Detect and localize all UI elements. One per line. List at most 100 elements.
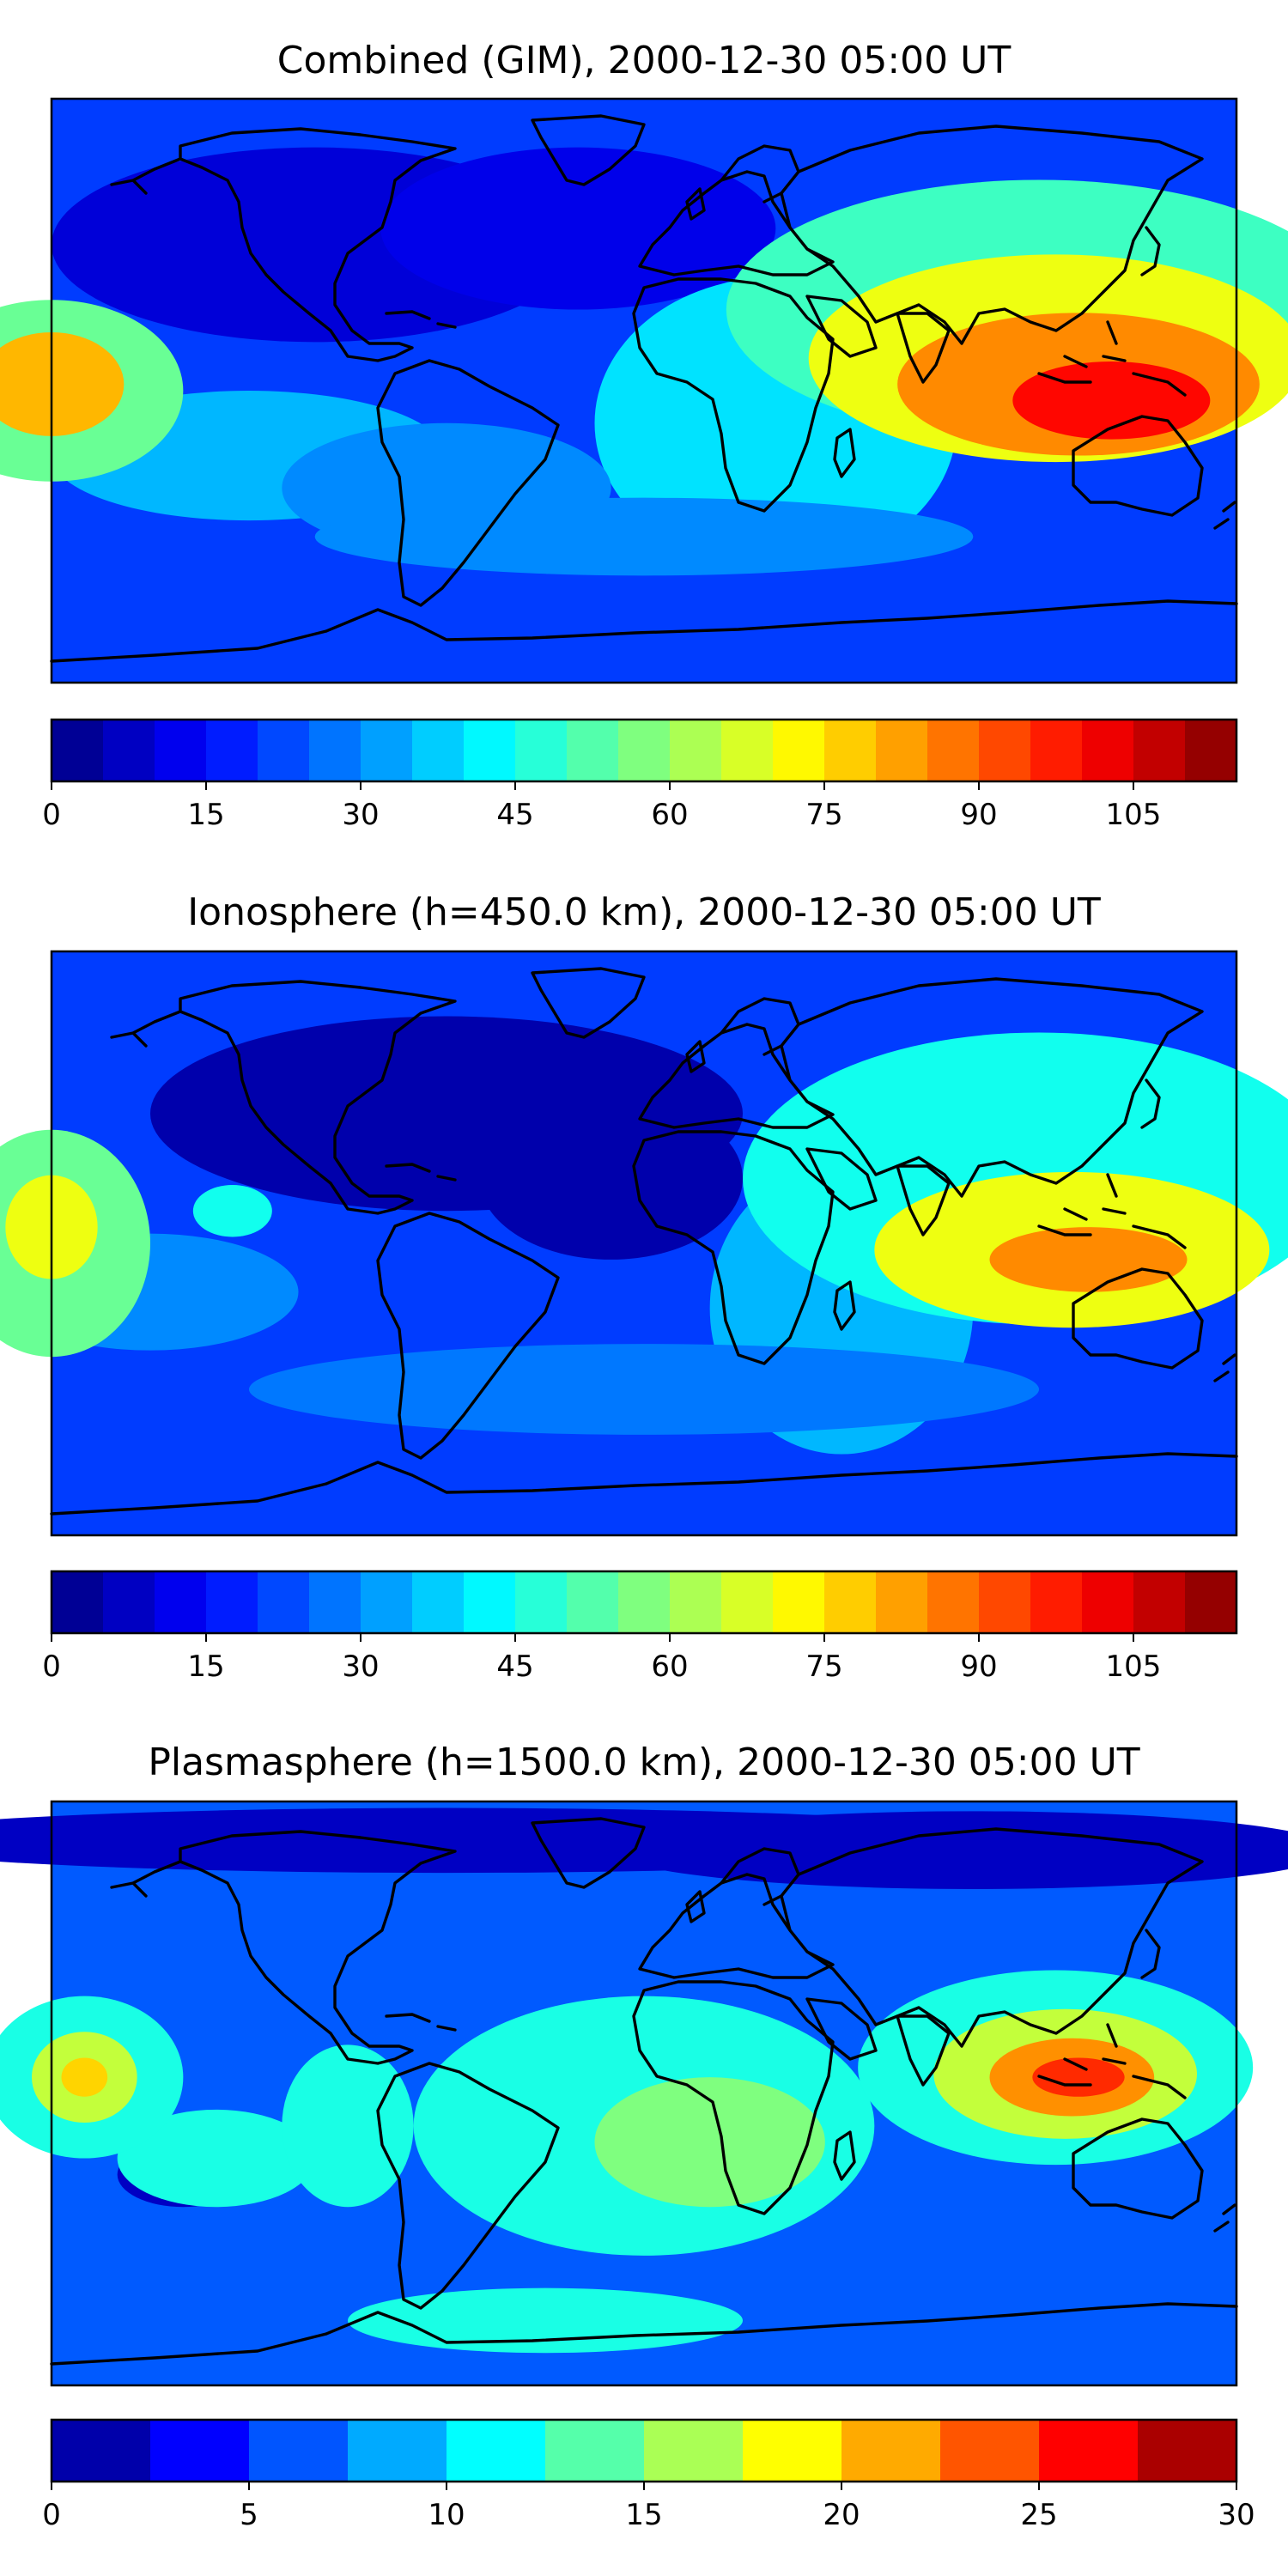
- colorbar-bin: [447, 2420, 546, 2482]
- colorbar-tick-label: 105: [1106, 798, 1162, 832]
- colorbar-bin: [841, 2420, 941, 2482]
- panel-combined: Combined (GIM), 2000-12-30 05:00 UT 0 15 3…: [0, 39, 1288, 832]
- map-area: [0, 97, 1288, 684]
- colorbar-bin: [876, 1571, 928, 1633]
- colorbar-tick-label: 15: [187, 1649, 224, 1684]
- colorbar-tick-label: 105: [1106, 1649, 1162, 1684]
- colorbar-tick-label: 30: [1218, 2498, 1255, 2532]
- tec-contour: [249, 1344, 1039, 1435]
- colorbar-bin: [52, 2420, 151, 2482]
- colorbar-bin: [206, 1571, 258, 1633]
- map-area: [0, 950, 1288, 1537]
- colorbar-tick-label: 10: [428, 2498, 465, 2532]
- colorbar-bin: [743, 2420, 842, 2482]
- colorbar-tick-label: 45: [496, 1649, 533, 1684]
- colorbar-bin: [876, 720, 928, 781]
- colorbar-bin: [361, 1571, 413, 1633]
- colorbar-tick-label: 90: [960, 798, 997, 832]
- colorbar-bin: [309, 1571, 361, 1633]
- colorbar-bin: [1039, 2420, 1139, 2482]
- colorbar-bin: [1133, 720, 1186, 781]
- colorbar-bin: [1138, 2420, 1237, 2482]
- colorbar-tick-label: 60: [651, 1649, 688, 1684]
- colorbar-bin: [824, 720, 877, 781]
- colorbar-tick-label: 75: [805, 1649, 842, 1684]
- colorbar-bin: [150, 2420, 250, 2482]
- map-frame: [50, 1800, 1238, 2387]
- colorbar-bin: [1133, 1571, 1186, 1633]
- colorbar-bin: [721, 1571, 774, 1633]
- colorbar-bin: [52, 1571, 104, 1633]
- colorbar-bin: [979, 1571, 1031, 1633]
- colorbar-bin: [618, 1571, 671, 1633]
- colorbar-bin: [103, 1571, 155, 1633]
- colorbar-tick-label: 90: [960, 1649, 997, 1684]
- tec-field: [0, 1016, 1288, 1455]
- colorbar-bin: [1030, 1571, 1083, 1633]
- colorbar-bin: [258, 720, 310, 781]
- map-title: Plasmasphere (h=1500.0 km), 2000-12-30 0…: [148, 1741, 1139, 1784]
- colorbar-bin: [1030, 720, 1083, 781]
- colorbar-bin: [1082, 720, 1134, 781]
- colorbar: 0 5 10 15 20 25 30: [42, 2418, 1255, 2532]
- colorbar: 0 15 30 45 60 75 90 105: [42, 718, 1238, 832]
- colorbar-bin: [567, 1571, 619, 1633]
- colorbar-bin: [515, 720, 568, 781]
- tec-contour: [61, 2057, 108, 2097]
- colorbar-bin: [206, 720, 258, 781]
- colorbar-tick-label: 0: [42, 2498, 61, 2532]
- colorbar-bin: [258, 1571, 310, 1633]
- tec-contour: [479, 1097, 743, 1260]
- colorbar-tick-label: 45: [496, 798, 533, 832]
- map-frame: [50, 950, 1238, 1537]
- colorbar-tick-label: 30: [342, 1649, 379, 1684]
- colorbar-bin: [155, 1571, 207, 1633]
- colorbar-tick-label: 5: [240, 2498, 258, 2532]
- map-title: Ionosphere (h=450.0 km), 2000-12-30 05:0…: [187, 890, 1101, 934]
- colorbar-bin: [1082, 1571, 1134, 1633]
- colorbar-tick-label: 75: [805, 798, 842, 832]
- colorbar-frame: [50, 718, 1238, 783]
- colorbar-bin: [361, 720, 413, 781]
- panel-plasmasphere: Plasmasphere (h=1500.0 km), 2000-12-30 0…: [0, 1741, 1288, 2532]
- colorbar-bin: [979, 720, 1031, 781]
- colorbar-bin: [464, 1571, 516, 1633]
- colorbar-bin: [348, 2420, 447, 2482]
- colorbar-bin: [249, 2420, 349, 2482]
- colorbar-bin: [670, 1571, 722, 1633]
- tec-contour: [117, 2109, 315, 2208]
- colorbar-bin: [927, 1571, 980, 1633]
- colorbar-bin: [670, 720, 722, 781]
- tec-contour: [380, 147, 776, 310]
- tec-contour: [1032, 2057, 1125, 2097]
- colorbar-bin: [567, 720, 619, 781]
- colorbar-tick-label: 0: [42, 798, 61, 832]
- panel-ionosphere: Ionosphere (h=450.0 km), 2000-12-30 05:0…: [0, 890, 1288, 1684]
- tec-contour: [989, 1227, 1188, 1292]
- colorbar-bin: [52, 720, 104, 781]
- colorbar-tick-label: 15: [625, 2498, 662, 2532]
- colorbar-tick-label: 25: [1020, 2498, 1057, 2532]
- colorbar-tick-label: 30: [342, 798, 379, 832]
- colorbar-tick-label: 20: [823, 2498, 860, 2532]
- tec-contour: [0, 332, 125, 436]
- map-area: [0, 1800, 1288, 2387]
- colorbar-frame: [50, 1570, 1238, 1635]
- colorbar-bin: [412, 720, 465, 781]
- colorbar-bin: [155, 720, 207, 781]
- tec-contour: [594, 2077, 825, 2208]
- map-title: Combined (GIM), 2000-12-30 05:00 UT: [277, 39, 1012, 82]
- colorbar-bin: [773, 1571, 825, 1633]
- colorbar-tick-label: 15: [187, 798, 224, 832]
- map-frame: [50, 97, 1238, 684]
- tec-contour: [282, 2044, 414, 2208]
- colorbar-bin: [412, 1571, 465, 1633]
- colorbar-bin: [618, 720, 671, 781]
- colorbar-bin: [824, 1571, 877, 1633]
- colorbar-bin: [309, 720, 361, 781]
- colorbar-bin: [644, 2420, 744, 2482]
- colorbar-bin: [545, 2420, 645, 2482]
- colorbar-bin: [515, 1571, 568, 1633]
- tec-contour: [611, 1811, 1288, 1889]
